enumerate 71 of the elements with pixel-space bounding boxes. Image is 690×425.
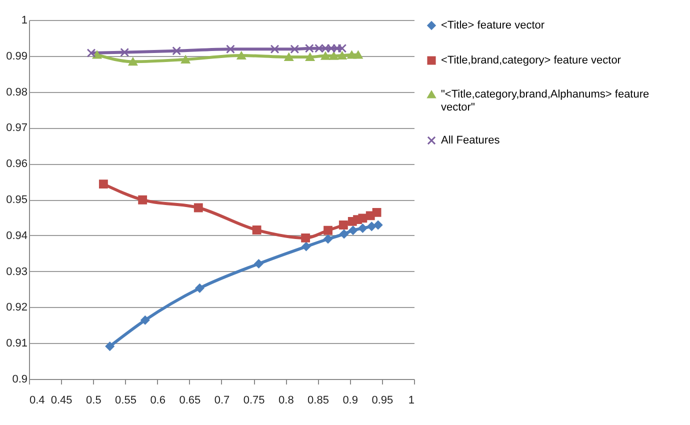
point [105, 342, 114, 351]
y-tick-label: 0.9 [12, 374, 28, 386]
point [358, 224, 368, 233]
x-tick-label: 0.55 [115, 394, 136, 406]
point [302, 242, 311, 251]
point [86, 48, 96, 58]
point [314, 44, 324, 53]
x-tick-label: 0.95 [372, 394, 394, 406]
point [332, 44, 342, 53]
x-tick-label: 0.85 [308, 394, 329, 406]
point [306, 53, 315, 61]
x-tick-label: 0.4 [30, 394, 45, 406]
point [226, 44, 235, 54]
x-tick-label: 0.6 [150, 394, 166, 406]
point [194, 203, 203, 212]
point [301, 233, 310, 242]
y-tick-label: 0.91 [6, 338, 28, 350]
point [347, 50, 356, 59]
x-tick-label: 0.75 [243, 394, 265, 406]
point [195, 284, 204, 293]
point [320, 44, 330, 53]
point [140, 316, 150, 325]
point [92, 50, 102, 59]
x-tick-label: 0.9 [342, 394, 358, 406]
point [120, 48, 130, 57]
point [372, 208, 382, 217]
x-tick-label: 1 [408, 394, 414, 406]
point [329, 52, 338, 60]
y-tick-label: 0.99 [6, 50, 28, 62]
legend-label: All Features [441, 134, 500, 146]
point [338, 220, 348, 230]
point [172, 46, 182, 56]
point [98, 180, 108, 189]
point [324, 234, 332, 244]
point [338, 52, 347, 60]
x-tick-label: 0.5 [86, 394, 102, 406]
legend-label: <Title,brand,category> feature vector [441, 54, 622, 66]
legend-label: "<Title,category,brand,Alphanums> feature vector" [441, 88, 650, 114]
y-tick-label: 0.94 [6, 230, 28, 242]
point [128, 58, 138, 66]
point [326, 44, 336, 53]
x-tick-label: 0.7 [214, 394, 230, 406]
point [340, 230, 349, 238]
y-tick-label: 0.98 [6, 86, 28, 98]
point [348, 226, 358, 235]
y-tick-label: 1 [21, 14, 28, 26]
y-tick-label: 0.96 [6, 158, 28, 170]
point [284, 53, 294, 61]
x-tick-label: 0.65 [179, 394, 201, 406]
point [354, 50, 363, 59]
x-tick-label: 0.45 [50, 394, 72, 406]
point [320, 52, 330, 60]
y-tick-label: 0.93 [6, 266, 28, 278]
point [181, 56, 190, 64]
point [338, 44, 347, 53]
point [254, 259, 264, 268]
point [358, 214, 368, 223]
x-tick-label: 0.8 [278, 394, 294, 406]
point [138, 195, 148, 204]
point [304, 44, 314, 53]
y-tick-label: 0.95 [6, 194, 28, 206]
point [236, 52, 246, 60]
point [367, 222, 376, 231]
y-tick-label: 0.97 [6, 122, 28, 134]
legend-label: <Title> feature vector [441, 20, 545, 32]
point [252, 226, 262, 234]
point [270, 44, 280, 54]
point [290, 44, 300, 54]
y-tick-label: 0.92 [6, 302, 28, 314]
point [374, 220, 383, 230]
point [324, 226, 332, 235]
